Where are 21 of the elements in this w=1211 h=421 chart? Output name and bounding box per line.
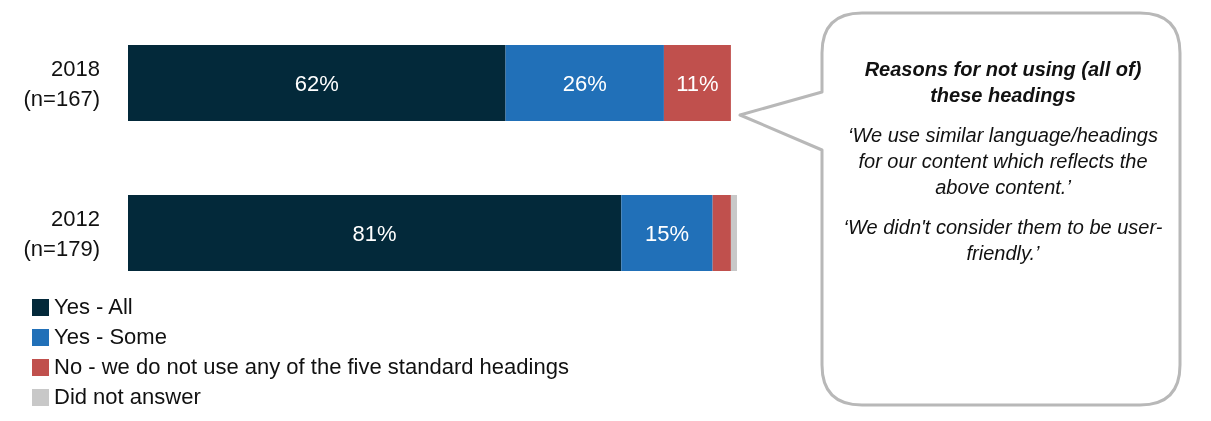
bar	[663, 45, 731, 121]
bar	[621, 195, 713, 271]
text: ‘We didn't consider them to be user-friendly.’	[842, 215, 1164, 266]
bar	[712, 195, 731, 271]
data-label: 62%	[294, 70, 339, 96]
bar	[505, 45, 664, 121]
legend-label: Did not answer	[54, 383, 201, 411]
data-label: 81%	[352, 220, 397, 246]
y-tick-label: 2018 (n=167)	[23, 55, 100, 111]
bar	[128, 195, 622, 271]
data-label: 26%	[562, 70, 607, 96]
y-tick-label: 2012 (n=179)	[23, 205, 100, 261]
data-label: 15%	[644, 220, 689, 246]
text: ‘We use similar language/headings for our content which reflects the above content.’	[847, 123, 1159, 200]
legend-label: No - we do not use any of the five standard headings	[54, 353, 569, 381]
legend-label: Yes - All	[54, 293, 133, 321]
text: Reasons for not using (all of) these headings	[863, 57, 1143, 108]
data-label: 11%	[676, 70, 719, 96]
legend-label: Yes - Some	[54, 323, 167, 351]
bar	[730, 195, 737, 271]
bar	[128, 45, 506, 121]
